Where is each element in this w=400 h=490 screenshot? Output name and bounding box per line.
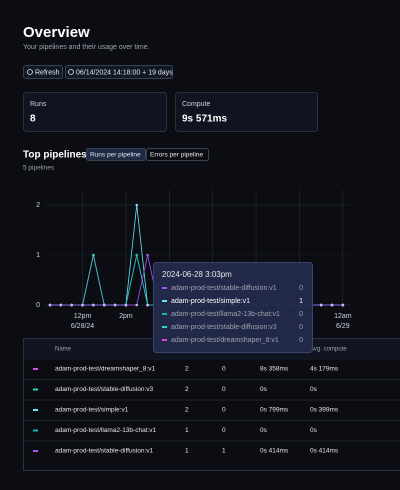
color-marker	[33, 388, 38, 391]
color-marker	[33, 409, 38, 411]
point	[124, 303, 128, 307]
column-header: Avg. compute	[310, 347, 347, 353]
page-title: Overview	[23, 24, 90, 41]
tooltip-box	[153, 262, 313, 353]
refresh-button[interactable]	[23, 65, 63, 79]
clock-icon	[68, 69, 74, 75]
tooltip-name: adam-prod-test/stable-diffusion:v3	[171, 324, 277, 331]
point	[135, 253, 139, 257]
tooltip-swatch	[162, 326, 167, 328]
x-date-label: 6/28/24	[71, 323, 94, 330]
color-marker	[33, 368, 38, 370]
table-cell: 1	[185, 448, 189, 455]
table-cell: adam-prod-test/llama2-13b-chat:v1	[55, 427, 157, 434]
x-tick-label: 2pm	[119, 313, 133, 320]
table-cell: 0s 414ms	[310, 448, 339, 455]
tooltip-name: adam-prod-test/dreamshaper_8:v1	[171, 337, 279, 344]
point	[341, 303, 345, 307]
point	[135, 203, 139, 207]
table-cell: 1	[222, 448, 226, 455]
tooltip-swatch	[162, 313, 167, 315]
point	[59, 303, 63, 307]
tooltip-value: 0	[299, 311, 303, 318]
point	[92, 253, 95, 257]
table-cell: adam-prod-test/simple:v1	[55, 407, 129, 414]
card-label: Runs	[30, 101, 47, 108]
tab-label: Runs per pipeline	[90, 152, 141, 159]
point	[330, 303, 334, 307]
table-cell: 0	[222, 386, 226, 393]
tooltip-swatch	[162, 287, 167, 289]
page-subtitle: Your pipelines and their usage over time…	[23, 44, 150, 51]
tab[interactable]	[146, 148, 209, 161]
table-cell: adam-prod-test/stable-diffusion:v1	[55, 448, 154, 455]
point	[102, 303, 106, 307]
color-marker	[33, 429, 38, 432]
table-cell: 0s	[260, 386, 268, 393]
column-header: Name	[55, 347, 72, 353]
y-tick-label: 2	[36, 202, 40, 209]
point	[113, 303, 117, 307]
tooltip-swatch	[162, 339, 167, 341]
table-cell: 8s 358ms	[260, 366, 289, 373]
tooltip-name: adam-prod-test/stable-diffusion:v1	[171, 285, 277, 292]
table-cell: adam-prod-test/stable-diffusion:v3	[55, 386, 154, 393]
tooltip-swatch	[162, 300, 167, 302]
table-cell: 0	[222, 407, 226, 414]
runs-card	[23, 92, 167, 132]
table-cell: 2	[185, 386, 189, 393]
tab[interactable]	[86, 148, 146, 161]
tabs: Runs per pipeline Errors per pipeline	[86, 148, 209, 161]
point	[319, 303, 323, 307]
y-tick-label: 0	[36, 302, 40, 309]
table-cell: 0s	[310, 386, 318, 393]
table-cell: 0s 399ms	[310, 407, 339, 414]
point	[81, 303, 84, 307]
point	[48, 303, 52, 307]
tooltip-title: 2024-06-28 3:03pm	[162, 270, 232, 279]
table-cell: 1	[185, 427, 189, 434]
point	[92, 303, 95, 307]
tooltip-value: 1	[299, 298, 303, 305]
refresh-icon	[27, 69, 33, 75]
compute-card	[175, 92, 318, 132]
pipeline-count: 5 pipelines	[23, 165, 55, 172]
tooltip-value: 0	[299, 324, 303, 331]
refresh-label: Refresh	[35, 69, 60, 76]
section-title: Top pipelines	[23, 150, 87, 161]
x-tick-label: 12am	[334, 313, 352, 320]
y-tick-label: 1	[36, 252, 40, 259]
tooltip-value: 0	[299, 285, 303, 292]
tooltip-name: adam-prod-test/llama2-13b-chat:v1	[171, 311, 280, 318]
table-cell: 0s	[310, 427, 318, 434]
table-cell: 2	[185, 407, 189, 414]
tooltip-name: adam-prod-test/simple:v1	[171, 298, 250, 305]
color-marker	[33, 450, 38, 452]
card-value: 8	[30, 114, 36, 125]
point	[70, 303, 73, 307]
table: Name Avg. compute adam-prod-test/dreamshap…	[23, 338, 400, 471]
tab-label: Errors per pipeline	[150, 152, 203, 159]
table-cell: 0s	[260, 427, 268, 434]
table-cell: 4s 179ms	[310, 366, 339, 373]
table-cell: 0s 414ms	[260, 448, 289, 455]
point	[146, 253, 149, 257]
table-cell: 0	[222, 427, 226, 434]
date-range-button[interactable]	[65, 65, 173, 79]
table-cell: adam-prod-test/dreamshaper_8:v1	[55, 366, 155, 373]
card-value: 9s 571ms	[182, 114, 227, 125]
table-cell: 0s 799ms	[260, 407, 289, 414]
table-cell: 0	[222, 366, 226, 373]
x-date-label: 6/29	[336, 323, 350, 330]
table-cell: 2	[185, 366, 189, 373]
point	[135, 303, 139, 307]
x-tick-label: 12pm	[74, 313, 92, 320]
tooltip-value: 0	[299, 337, 303, 344]
date-range-label: 06/14/2024 14:18:00 + 19 days	[76, 69, 173, 76]
point	[146, 303, 149, 307]
card-label: Compute	[182, 101, 211, 108]
tooltip: 2024-06-28 3:03pm adam-prod-test/stable-d…	[153, 262, 313, 353]
